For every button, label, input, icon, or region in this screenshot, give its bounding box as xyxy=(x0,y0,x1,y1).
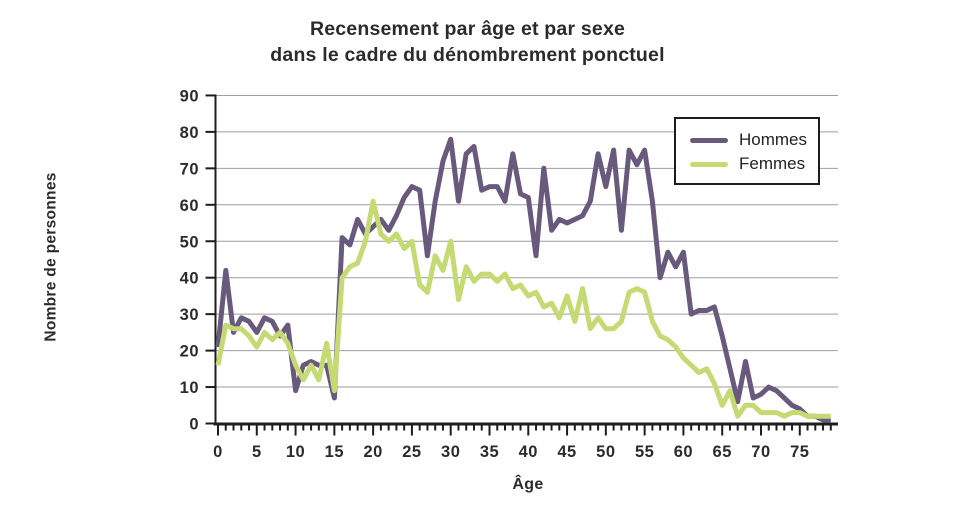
y-tick-label-80: 80 xyxy=(180,124,199,142)
legend-label-hommes: Hommes xyxy=(739,130,808,149)
x-tick-label-30: 30 xyxy=(441,443,460,461)
x-tick-label-10: 10 xyxy=(286,443,305,461)
y-tick-label-10: 10 xyxy=(180,379,199,397)
femmes-line xyxy=(215,198,831,419)
x-tick-label-0: 0 xyxy=(213,443,223,461)
y-tick-label-30: 30 xyxy=(180,306,199,324)
femmes-line-swatch xyxy=(690,161,728,167)
x-tick-label-25: 25 xyxy=(402,443,421,461)
x-tick-label-75: 75 xyxy=(790,443,809,461)
chart-title: Recensement par âge et par sexe dans le … xyxy=(0,16,935,68)
x-tick-label-20: 20 xyxy=(363,443,382,461)
x-tick-label-50: 50 xyxy=(596,443,615,461)
y-axis-title-text: Nombre de personnes xyxy=(43,171,61,342)
y-tick-label-90: 90 xyxy=(180,87,199,105)
x-tick-label-15: 15 xyxy=(325,443,344,461)
x-tick-label-70: 70 xyxy=(751,443,770,461)
legend-label-femmes: Femmes xyxy=(739,154,806,173)
x-tick-label-5: 5 xyxy=(252,443,262,461)
x-tick-label-45: 45 xyxy=(557,443,576,461)
y-tick-label-60: 60 xyxy=(180,197,199,215)
x-tick-label-65: 65 xyxy=(713,443,732,461)
x-tick-label-40: 40 xyxy=(519,443,538,461)
hommes-line-swatch xyxy=(690,137,728,143)
x-axis-title: Âge xyxy=(512,476,544,493)
y-tick-label-20: 20 xyxy=(180,343,199,361)
x-tick-label-55: 55 xyxy=(635,443,654,461)
x-tick-label-60: 60 xyxy=(674,443,693,461)
y-tick-label-40: 40 xyxy=(180,270,199,288)
x-tick-label-35: 35 xyxy=(480,443,499,461)
y-tick-label-70: 70 xyxy=(180,160,199,178)
legend-item-hommes: Hommes xyxy=(690,128,818,152)
chart-legend: Hommes Femmes xyxy=(674,117,820,185)
y-tick-label-50: 50 xyxy=(180,233,199,251)
chart-title-line2: dans le cadre du dénombrement ponctuel xyxy=(270,44,665,66)
chart-title-line1: Recensement par âge et par sexe xyxy=(309,18,626,40)
legend-item-femmes: Femmes xyxy=(690,152,818,176)
y-tick-label-0: 0 xyxy=(189,416,199,434)
y-axis-title: Nombre de personnes xyxy=(43,0,156,513)
